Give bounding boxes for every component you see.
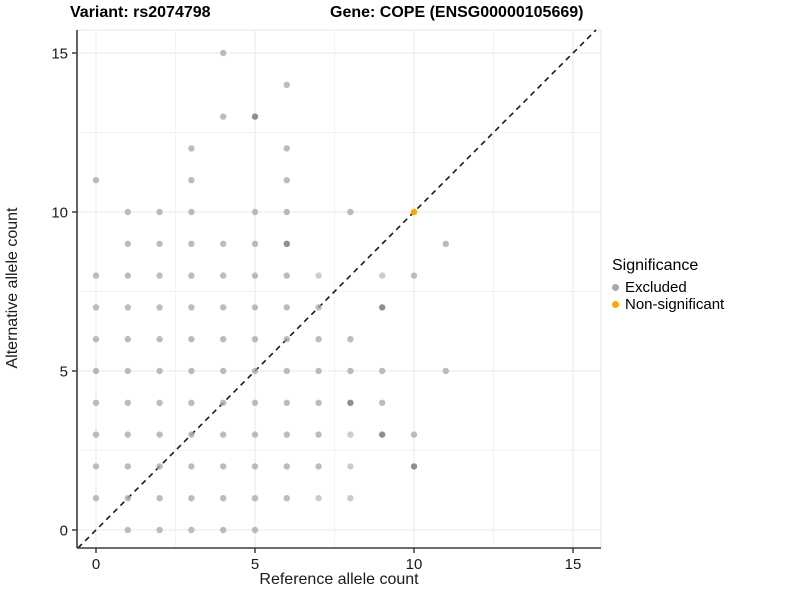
svg-text:10: 10 — [51, 205, 68, 222]
plot-title-gene: Gene: COPE (ENSG00000105669) — [330, 4, 584, 21]
excluded-key-dot-icon — [612, 284, 619, 291]
legend-item-non-significant: Non-significant — [612, 296, 724, 313]
legend-label-excluded: Excluded — [625, 279, 687, 296]
legend-title: Significance — [612, 257, 699, 274]
legend-label-non-significant: Non-significant — [625, 296, 725, 313]
svg-text:10: 10 — [406, 556, 423, 573]
svg-text:5: 5 — [251, 556, 259, 573]
y-axis-title: Alternative allele count — [4, 207, 21, 369]
svg-text:0: 0 — [60, 523, 68, 540]
legend-item-excluded: Excluded — [612, 279, 724, 296]
non-significant-key-dot-icon — [612, 301, 619, 308]
plot-title-variant: Variant: rs2074798 — [70, 4, 211, 21]
legend: Significance Excluded Non-significant — [612, 257, 724, 313]
svg-text:5: 5 — [60, 364, 68, 381]
svg-text:15: 15 — [565, 556, 582, 573]
svg-text:0: 0 — [92, 556, 100, 573]
svg-text:15: 15 — [51, 46, 68, 63]
x-axis-title: Reference allele count — [259, 571, 419, 588]
